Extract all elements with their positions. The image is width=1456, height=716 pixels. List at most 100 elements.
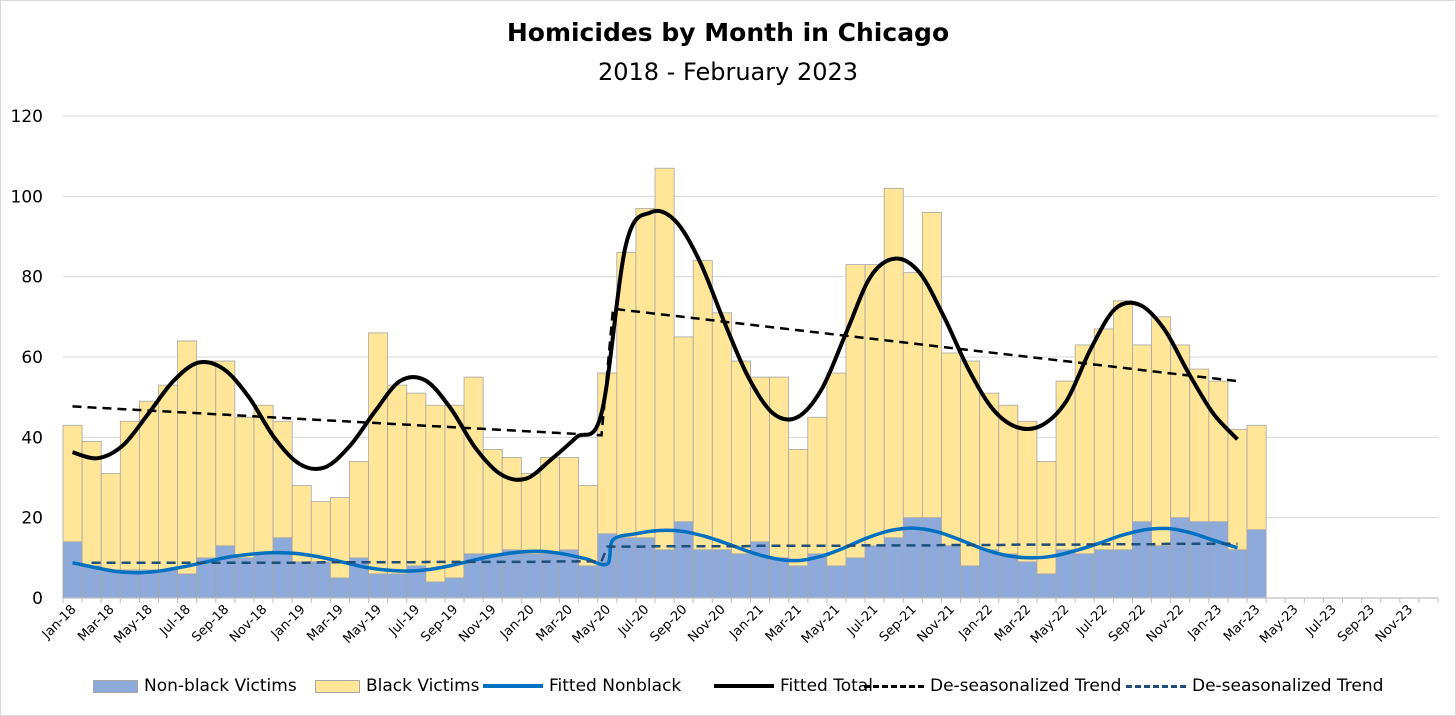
legend-label-black: Black Victims (366, 676, 480, 696)
x-tick-label-Nov-19: Nov-19 (456, 602, 499, 645)
bar-black-Feb-20 (540, 457, 560, 555)
bar-black-Sep-22 (1132, 344, 1152, 523)
bar-black-Jul-20 (635, 207, 656, 539)
x-tick-label-Mar-23: Mar-23 (1221, 602, 1263, 644)
bar-nonblack-Sep-18 (215, 545, 236, 599)
bar-nonblack-Jan-23 (1208, 521, 1229, 599)
legend-label-trend-total: De-seasonalized Trend (930, 676, 1122, 696)
x-tick-label-Mar-20: Mar-20 (534, 602, 576, 644)
bar-nonblack-Jun-22 (1074, 553, 1095, 599)
lines (71, 208, 1239, 575)
legend-item-black: Black Victims (315, 672, 480, 700)
legend-swatch-trend-total (864, 684, 924, 688)
legend-item-trend-nonblack: De-seasonalized Trend (1126, 672, 1383, 700)
bar-nonblack-Jul-22 (1093, 549, 1114, 599)
legend-label-fitted-total: Fitted Total (780, 676, 873, 696)
bar-nonblack-Jun-18 (158, 569, 178, 599)
bar-nonblack-Mar-23 (1246, 529, 1267, 599)
bar-nonblack-Feb-19 (310, 561, 331, 599)
bar-nonblack-Jun-19 (387, 573, 408, 599)
bar-nonblack-Aug-22 (1112, 549, 1133, 599)
bar-black-Mar-22 (1017, 420, 1038, 563)
bar-black-Jul-21 (864, 264, 885, 547)
bar-nonblack-Apr-20 (578, 565, 599, 599)
bar-black-May-20 (597, 372, 618, 535)
bar-nonblack-Jan-22 (979, 549, 1000, 599)
bars (62, 167, 1267, 599)
x-tick-label-Jan-23: Jan-23 (1185, 602, 1226, 643)
bar-black-Jul-19 (406, 392, 427, 567)
bar-black-May-21 (826, 372, 847, 567)
bar-black-Apr-20 (578, 485, 599, 567)
line-trend-nonblack (91, 542, 1238, 564)
y-tick-label-40: 40 (21, 428, 43, 448)
legend-swatch-black (315, 679, 360, 693)
x-tick-label-Jul-19: Jul-19 (386, 602, 423, 639)
x-tick-label-Jan-22: Jan-22 (956, 602, 997, 643)
legend-swatch-fitted-nonblack (483, 684, 543, 688)
bar-nonblack-Feb-21 (769, 557, 790, 599)
bar-nonblack-Oct-22 (1151, 545, 1172, 599)
bar-nonblack-Jan-18 (62, 541, 83, 599)
legend-swatch-trend-nonblack (1126, 684, 1186, 688)
bar-nonblack-Aug-21 (883, 537, 904, 599)
bar-black-Sep-18 (215, 360, 236, 547)
x-tick-label-Nov-22: Nov-22 (1144, 602, 1187, 645)
x-tick-label-Nov-21: Nov-21 (915, 602, 958, 645)
bar-black-Aug-21 (883, 187, 904, 539)
bar-nonblack-Dec-19 (501, 549, 522, 599)
x-tick-label-Mar-21: Mar-21 (763, 602, 805, 644)
bar-black-Aug-19 (425, 404, 446, 583)
bar-black-Apr-19 (349, 461, 369, 559)
bar-black-Nov-21 (941, 352, 961, 547)
bar-black-Jun-19 (387, 384, 408, 575)
bar-nonblack-Mar-18 (100, 569, 121, 599)
bar-black-Mar-23 (1246, 424, 1267, 531)
bar-nonblack-Jul-21 (864, 545, 885, 599)
legend: Non-black Victims Black Victims Fitted N… (0, 672, 1456, 700)
legend-item-trend-total: De-seasonalized Trend (864, 672, 1121, 700)
bar-black-Mar-18 (100, 473, 121, 571)
bar-black-Dec-18 (272, 420, 293, 539)
x-tick-label-May-18: May-18 (111, 602, 155, 646)
bar-nonblack-Dec-21 (960, 565, 981, 599)
x-tick-label-May-22: May-22 (1028, 602, 1072, 646)
bar-black-Oct-22 (1151, 316, 1172, 547)
x-tick-label-Sep-21: Sep-21 (877, 602, 920, 645)
x-tick-label-Jan-19: Jan-19 (268, 602, 309, 643)
x-tick-label-Jan-18: Jan-18 (39, 602, 80, 643)
y-tick-label-100: 100 (11, 187, 43, 207)
x-tick-label-May-20: May-20 (570, 602, 614, 646)
x-tick-label-Nov-20: Nov-20 (685, 602, 728, 645)
x-tick-label-Sep-18: Sep-18 (189, 602, 232, 645)
bar-nonblack-Dec-18 (272, 537, 293, 599)
y-tick-label-80: 80 (21, 268, 43, 288)
bar-black-May-18 (138, 400, 159, 571)
bar-black-Oct-19 (463, 376, 484, 555)
x-tick-label-Sep-23: Sep-23 (1335, 602, 1378, 645)
bar-black-Dec-20 (731, 360, 751, 555)
bar-nonblack-Jan-19 (291, 561, 312, 599)
bar-black-Jan-21 (750, 376, 770, 543)
y-tick-label-20: 20 (21, 509, 43, 529)
bar-nonblack-Dec-20 (731, 553, 751, 599)
legend-label-nonblack: Non-black Victims (144, 676, 297, 696)
legend-swatch-fitted-total (714, 684, 774, 688)
chart-subtitle: 2018 - February 2023 (597, 58, 859, 86)
x-tick-label-Jan-21: Jan-21 (726, 602, 767, 643)
x-tick-label-Nov-23: Nov-23 (1373, 602, 1416, 645)
legend-label-fitted-nonblack: Fitted Nonblack (549, 676, 682, 696)
bar-black-Jan-20 (520, 473, 541, 555)
legend-swatch-nonblack (93, 679, 138, 693)
x-tick-label-Jul-21: Jul-21 (844, 602, 881, 639)
bar-black-Aug-22 (1112, 300, 1133, 551)
bar-black-Jan-22 (979, 392, 1000, 551)
bar-black-Sep-19 (444, 404, 465, 579)
chart-title: Homicides by Month in Chicago (506, 18, 950, 47)
bar-black-Dec-21 (960, 360, 981, 567)
x-tick-label-Sep-19: Sep-19 (418, 602, 461, 645)
legend-item-nonblack: Non-black Victims (93, 672, 297, 700)
bar-nonblack-May-19 (368, 573, 389, 599)
bar-black-Mar-20 (559, 457, 580, 551)
bar-nonblack-Feb-23 (1227, 549, 1248, 599)
